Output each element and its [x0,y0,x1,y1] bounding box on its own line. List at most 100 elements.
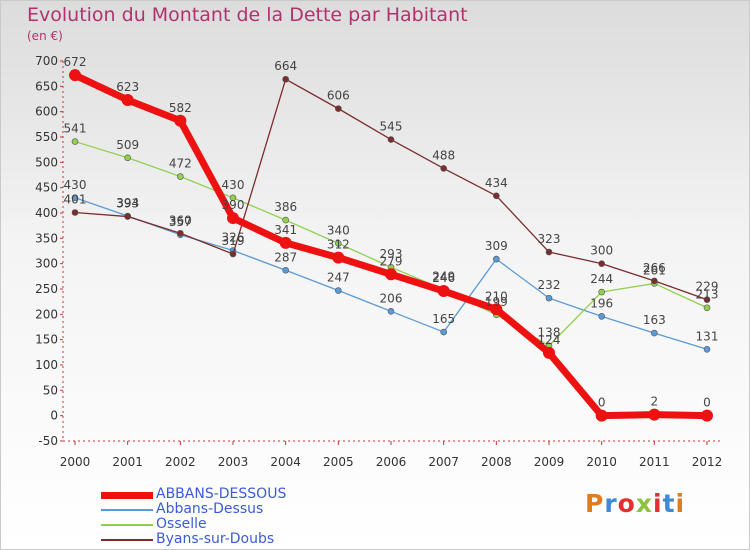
x-tick-label: 2008 [481,455,512,469]
y-tick-label: 500 [35,155,58,169]
y-tick-label: 550 [35,130,58,144]
data-label: 509 [116,138,139,152]
x-tick-label: 2006 [376,455,407,469]
unit-label: (en €) [27,29,63,43]
legend-label: Osselle [156,516,207,532]
y-tick-label: 450 [35,181,58,195]
data-point [440,328,447,336]
data-label: 360 [169,213,192,227]
data-point [279,236,292,249]
y-tick-label: 650 [35,79,58,93]
legend-swatch [101,524,153,526]
y-tick-label: 50 [43,383,58,397]
data-point [703,345,711,353]
data-label: 386 [274,200,297,214]
data-point [229,194,237,202]
data-point [124,213,131,220]
data-point [177,229,184,237]
data-point [543,346,555,359]
axes: -500501001502002503003504004505005506006… [35,54,722,469]
data-point [387,307,395,315]
data-point [440,165,447,172]
data-label: 430 [64,178,87,192]
data-point [598,313,605,320]
data-point [595,409,608,422]
data-point [598,288,605,296]
x-tick-label: 2005 [323,455,354,469]
brand-letter: x [635,489,653,518]
data-label: 287 [274,250,297,264]
data-label: 206 [380,291,403,305]
legend-swatch [101,539,153,541]
brand-letter: r [604,489,618,518]
data-label: 246 [432,271,455,285]
data-label: 341 [274,223,297,237]
data-point [124,154,131,162]
data-label: 244 [590,272,613,286]
data-label: 606 [327,89,350,103]
data-label: 0 [703,396,711,410]
data-label: 279 [380,254,403,268]
brand-letter: P [585,489,605,518]
data-point [71,194,79,202]
data-point [332,251,345,264]
data-point [387,136,395,143]
x-tick-label: 2009 [534,455,565,469]
data-point [335,105,342,112]
data-point [174,114,187,127]
data-label: 472 [169,157,192,171]
data-point [493,192,500,200]
data-point [69,69,81,82]
data-point [545,248,553,256]
data-label: 434 [485,176,508,190]
data-point [651,277,658,285]
data-label: 293 [380,247,403,261]
data-label: 131 [696,329,719,343]
data-labels: 430 394 357 326 287 247 206 165 309 232 196 163 131 5… [64,55,719,409]
data-point [229,250,237,258]
series-layer [69,69,713,422]
data-label: 390 [222,198,245,212]
data-point [227,212,239,225]
data-point [71,138,79,145]
data-point [703,304,711,312]
data-label: 430 [222,178,245,192]
y-tick-label: 400 [35,206,58,220]
data-point [335,287,342,294]
data-label: 199 [485,295,508,309]
data-label: 340 [327,223,350,237]
data-label: 623 [116,80,139,94]
data-point [701,409,713,422]
x-tick-label: 2002 [165,455,196,469]
data-label: 545 [380,120,403,134]
data-point [282,266,289,274]
data-point [282,216,289,224]
x-tick-label: 2004 [270,455,301,469]
x-tick-label: 2012 [692,455,723,469]
data-point [121,94,134,107]
data-label: 326 [222,230,245,244]
data-point [385,268,397,281]
chart-title: Evolution du Montant de la Dette par Hab… [27,4,468,26]
data-label: 401 [64,192,87,206]
data-label: 300 [590,244,613,258]
data-label: 357 [169,215,192,229]
x-tick-label: 2010 [586,455,617,469]
data-label: 664 [274,59,297,73]
brand-letter: t [662,489,676,518]
data-label: 163 [643,313,666,327]
y-tick-label: 200 [35,307,58,321]
data-point [545,294,553,302]
data-point [598,260,605,267]
data-label: 394 [116,196,139,210]
data-label: 582 [169,101,192,115]
data-point [335,240,342,247]
y-tick-label: -50 [38,434,58,448]
data-label: 393 [116,197,139,211]
data-label: 323 [538,232,561,246]
brand-letter: i [653,489,663,518]
data-label: 309 [485,239,508,253]
data-label: 261 [643,263,666,277]
data-label: 210 [485,289,508,303]
